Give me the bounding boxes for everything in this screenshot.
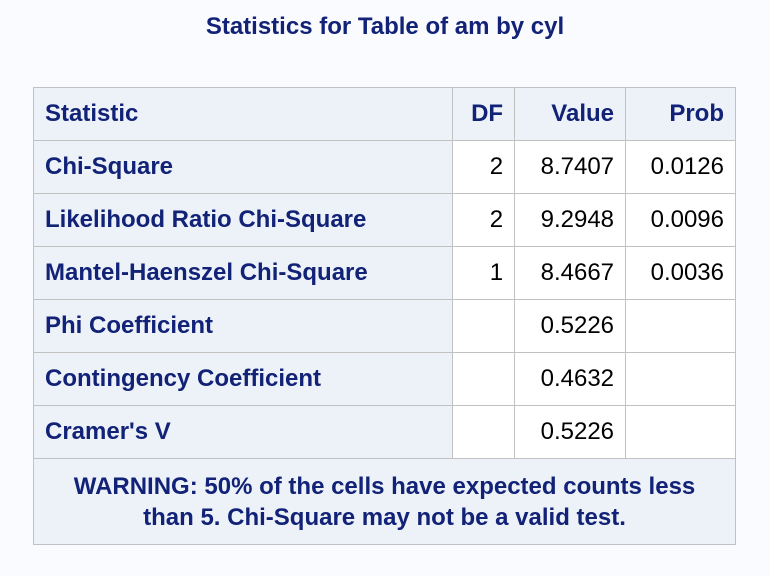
- table-row: Phi Coefficient 0.5226: [32, 299, 736, 353]
- value-cell: 8.4667: [514, 246, 627, 300]
- value-cell: 0.4632: [514, 352, 627, 406]
- prob-cell: [625, 299, 736, 353]
- column-header-statistic: Statistic: [32, 87, 454, 141]
- table-row: Cramer's V 0.5226: [32, 405, 736, 459]
- table-row: Chi-Square 2 8.7407 0.0126: [32, 140, 736, 194]
- column-header-df: DF: [452, 87, 516, 141]
- header-row: Statistic DF Value Prob: [32, 87, 736, 141]
- prob-cell: 0.0126: [625, 140, 736, 194]
- prob-cell: [625, 405, 736, 459]
- warning-footnote: WARNING: 50% of the cells have expected …: [33, 458, 736, 545]
- df-cell: 1: [452, 246, 516, 300]
- prob-cell: 0.0036: [625, 246, 736, 300]
- table-row: Contingency Coefficient 0.4632: [32, 352, 736, 406]
- df-cell: [452, 405, 516, 459]
- prob-cell: [625, 352, 736, 406]
- row-label: Likelihood Ratio Chi-Square: [32, 193, 454, 247]
- row-label: Phi Coefficient: [32, 299, 454, 353]
- prob-cell: 0.0096: [625, 193, 736, 247]
- footnote-row: WARNING: 50% of the cells have expected …: [33, 458, 736, 545]
- value-cell: 0.5226: [514, 299, 627, 353]
- value-cell: 9.2948: [514, 193, 627, 247]
- table-row: Mantel-Haenszel Chi-Square 1 8.4667 0.00…: [32, 246, 736, 300]
- df-cell: [452, 352, 516, 406]
- df-cell: 2: [452, 140, 516, 194]
- row-label: Contingency Coefficient: [32, 352, 454, 406]
- df-cell: 2: [452, 193, 516, 247]
- column-header-value: Value: [514, 87, 627, 141]
- table-title: Statistics for Table of am by cyl: [205, 13, 565, 40]
- df-cell: [452, 299, 516, 353]
- column-header-prob: Prob: [625, 87, 736, 141]
- value-cell: 8.7407: [514, 140, 627, 194]
- value-cell: 0.5226: [514, 405, 627, 459]
- statistics-table: Statistic DF Value Prob Chi-Square 2 8.7…: [32, 87, 736, 545]
- table-row: Likelihood Ratio Chi-Square 2 9.2948 0.0…: [32, 193, 736, 247]
- row-label: Chi-Square: [32, 140, 454, 194]
- row-label: Mantel-Haenszel Chi-Square: [32, 246, 454, 300]
- row-label: Cramer's V: [32, 405, 454, 459]
